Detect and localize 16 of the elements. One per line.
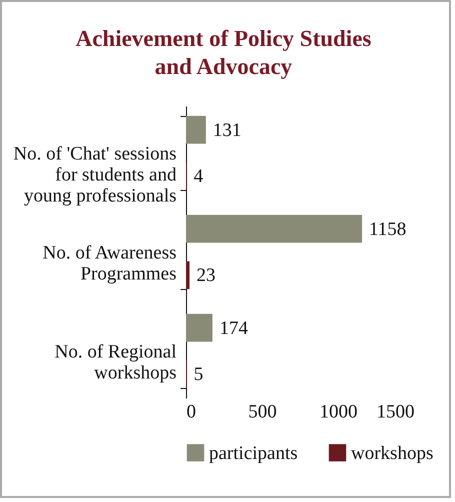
- data-label: 4: [194, 166, 204, 188]
- y-tick-label: No. of 'Chat' sessions for students and young professionals: [13, 144, 177, 207]
- data-label: 23: [196, 265, 216, 286]
- data-label: 5: [194, 364, 204, 386]
- y-tick-label: No. of Regional workshops: [54, 341, 176, 384]
- data-label: 131: [212, 120, 242, 141]
- x-tick-label: 1000: [320, 402, 358, 422]
- x-tick-label: 1500: [376, 402, 414, 422]
- legend-label: participants: [209, 442, 298, 464]
- data-label: 174: [219, 318, 248, 339]
- y-tick-label: No. of Awareness Programmes: [42, 242, 176, 284]
- legend-label: workshops: [351, 442, 434, 464]
- x-tick-label: 500: [248, 402, 277, 422]
- x-tick-label: 0: [186, 402, 196, 422]
- data-label: 1158: [369, 218, 406, 240]
- chart-title: Achievement of Policy Studies and Advocacy: [76, 26, 372, 79]
